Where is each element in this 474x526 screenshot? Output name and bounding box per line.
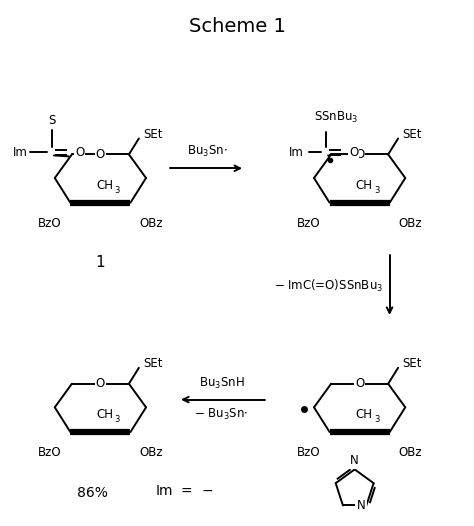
Text: Scheme 1: Scheme 1	[189, 17, 285, 36]
Text: 1: 1	[96, 255, 105, 270]
Text: O: O	[96, 148, 105, 161]
Text: N: N	[356, 499, 365, 512]
Text: OBz: OBz	[399, 217, 422, 230]
Text: SEt: SEt	[143, 357, 163, 370]
Text: O: O	[96, 377, 105, 390]
Text: Im  =  $-$: Im = $-$	[155, 484, 214, 498]
Text: N: N	[350, 454, 359, 468]
Text: Im: Im	[289, 146, 304, 159]
Text: BzO: BzO	[38, 446, 62, 459]
Text: SEt: SEt	[402, 357, 421, 370]
Text: O: O	[75, 146, 84, 159]
Text: BzO: BzO	[297, 217, 321, 230]
Text: Bu$_3$Sn$\cdot$: Bu$_3$Sn$\cdot$	[187, 144, 228, 159]
Text: $-$ ImC(=O)SSnBu$_3$: $-$ ImC(=O)SSnBu$_3$	[274, 278, 383, 295]
Text: SEt: SEt	[402, 128, 421, 141]
Text: OBz: OBz	[139, 446, 163, 459]
Text: Im: Im	[13, 146, 28, 159]
Text: OBz: OBz	[139, 217, 163, 230]
Text: 3: 3	[115, 415, 120, 424]
Text: SEt: SEt	[143, 128, 163, 141]
Text: 86%: 86%	[77, 487, 108, 500]
Text: CH: CH	[96, 408, 113, 421]
Text: 3: 3	[115, 186, 120, 195]
Text: 3: 3	[374, 186, 379, 195]
Text: OBz: OBz	[399, 446, 422, 459]
Text: BzO: BzO	[38, 217, 62, 230]
Text: Bu$_3$SnH: Bu$_3$SnH	[199, 376, 245, 391]
Text: O: O	[355, 377, 364, 390]
Text: BzO: BzO	[297, 446, 321, 459]
Text: CH: CH	[355, 179, 372, 192]
Text: O: O	[355, 148, 364, 161]
Text: $-$ Bu$_3$Sn$\cdot$: $-$ Bu$_3$Sn$\cdot$	[194, 407, 249, 422]
Text: SSnBu$_3$: SSnBu$_3$	[314, 109, 358, 125]
Text: 3: 3	[374, 415, 379, 424]
Text: CH: CH	[355, 408, 372, 421]
Text: CH: CH	[96, 179, 113, 192]
Text: S: S	[48, 115, 55, 127]
Text: O: O	[349, 146, 358, 159]
